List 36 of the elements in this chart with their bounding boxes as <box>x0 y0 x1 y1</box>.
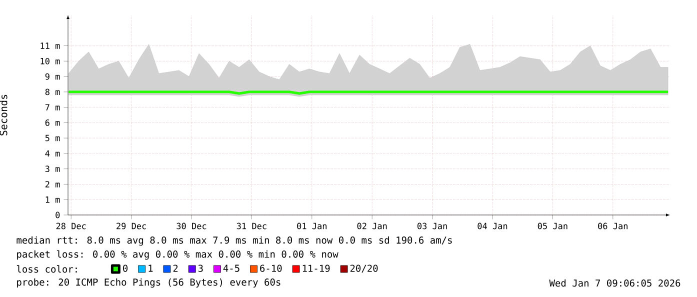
legend-title: loss color: <box>16 265 77 273</box>
legend-label: 20/20 <box>350 264 378 273</box>
legend-label: 3 <box>198 264 203 272</box>
text: median rtt: 8.0 ms avg 8.0 ms max 7.9 ms min 8.0 ms now 0.0 ms sd 190.6 am/s <box>16 236 452 246</box>
x-tick-label: 02 Jan <box>357 222 387 230</box>
x-tick-label: 30 Dec <box>176 222 206 230</box>
legend-label: 11-19 <box>302 264 330 272</box>
x-tick-label: 03 Jan <box>417 222 447 230</box>
y-tick-label: 4 m <box>45 150 60 157</box>
legend-label: 6-10 <box>260 264 282 272</box>
y-tick-label: 7 m <box>45 104 60 110</box>
x-tick-label: 28 Dec <box>56 222 86 230</box>
legend-label: 1 <box>148 264 153 272</box>
y-tick-label: 11 m <box>40 42 60 49</box>
x-tick-label: 04 Jan <box>478 222 508 230</box>
y-tick-label: 10 m <box>40 58 60 64</box>
text: Wed Jan 7 09:06:05 2026 <box>549 279 680 287</box>
text: probe: 20 ICMP Echo Pings (56 Bytes) every 60s <box>17 278 280 288</box>
y-tick-label: 8 m <box>45 88 60 96</box>
y-tick-label: 3 m <box>45 166 60 172</box>
x-tick-label: 01 Jan <box>297 222 326 230</box>
y-axis-title: Seconds <box>0 94 8 136</box>
y-tick-label: 5 m <box>45 134 60 142</box>
y-tick-label: 1 m <box>46 196 60 203</box>
y-tick-label: 9 m <box>45 73 60 80</box>
legend-label: 2 <box>173 264 178 272</box>
x-tick-label: 05 Jan <box>538 222 568 230</box>
y-tick-label: 0 <box>56 212 60 218</box>
y-tick-label: 6 m <box>45 119 60 126</box>
legend-label: 0 <box>123 264 128 272</box>
legend-label: 4-5 <box>223 264 240 272</box>
x-tick-label: 06 Jan <box>598 222 628 230</box>
x-tick-label: 31 Dec <box>236 222 266 230</box>
y-tick-label: 2 m <box>45 181 60 188</box>
x-tick-label: 29 Dec <box>116 222 146 230</box>
text: packet loss: 0.00 % avg 0.00 % max 0.00 % min 0.00 % now <box>17 250 338 260</box>
